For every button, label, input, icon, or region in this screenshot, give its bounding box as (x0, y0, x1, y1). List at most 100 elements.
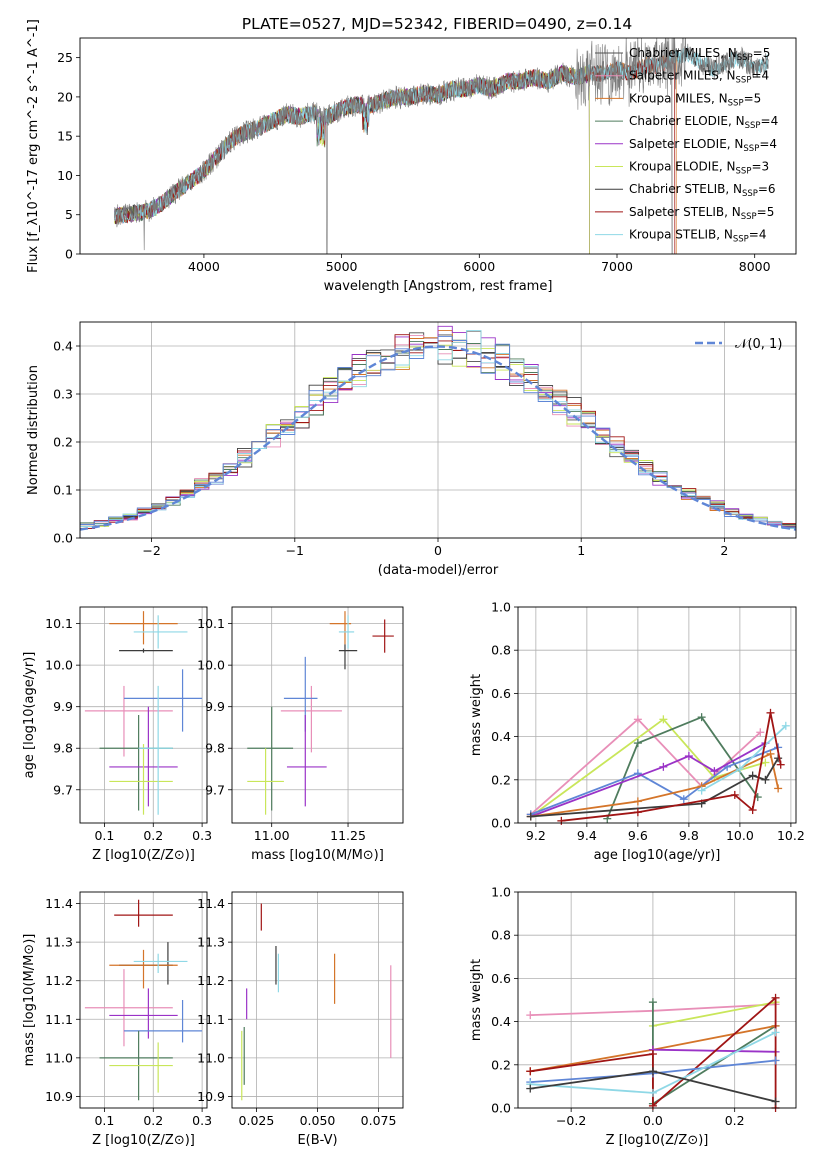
y-tick-label: 11.3 (45, 935, 73, 950)
y-tick-label: 9.9 (205, 699, 225, 714)
weight-series (526, 708, 790, 825)
legend-label: Kroupa MILES, NSSP=5 (629, 91, 761, 108)
y-tick-label: 10.9 (197, 1089, 225, 1104)
y-tick-label: 0.3 (53, 387, 73, 402)
legend-count: =5 (753, 46, 771, 60)
legend-text: Salpeter MILES, N (629, 69, 736, 83)
y-axis-label: Flux [f_λ10^-17 erg cm^-2 s^-1 A^-1] (26, 19, 41, 273)
legend-text: Chabrier STELIB, N (629, 182, 742, 196)
y-tick-label: 9.7 (53, 782, 73, 797)
y-tick-label: 0.4 (491, 729, 511, 744)
y-tick-label: 0.1 (53, 483, 73, 498)
y-tick-label: 0.0 (491, 1101, 511, 1116)
y-axis-label: Normed distribution (26, 365, 41, 495)
y-tick-label: 15 (57, 129, 73, 144)
axes-frame (79, 891, 208, 1109)
x-axis-label: Z [log10(Z/Z⊙)] (606, 1133, 709, 1148)
legend-label: 𝒩(0, 1) (735, 337, 782, 352)
residual-histograms (80, 325, 796, 538)
legend-label: Salpeter STELIB, NSSP=5 (629, 205, 774, 222)
y-tick-label: 9.7 (205, 782, 225, 797)
y-tick-label: 1.0 (491, 600, 511, 615)
y-axis-label: age [log10(age/yr)] (22, 652, 37, 779)
spectrum-model-line (114, 65, 590, 254)
legend-count: =3 (751, 160, 769, 174)
y-tick-label: 1.0 (491, 885, 511, 900)
y-tick-label: 25 (57, 50, 73, 65)
mass_age-panel: 11.00 11.25 9.7 9.8 9.9 10.0 10.1 mass [log10(M… (197, 606, 404, 863)
z_mass-panel: 0.1 0.2 0.3 10.9 11.0 11.1 11.2 11.3 11.4 Z [log1… (22, 891, 212, 1148)
z_age-panel: 0.1 0.2 0.3 9.7 9.8 9.9 10.0 10.1 Z [log10(Z/Z⊙)… (22, 606, 212, 863)
x-axis-label: Z [log10(Z/Z⊙)] (92, 848, 195, 863)
x-tick-label: 5000 (326, 259, 358, 274)
weight-line (652, 1001, 776, 1027)
x-tick-label: 0.1 (94, 1113, 114, 1128)
x-tick-label: 9.8 (679, 828, 699, 843)
z_weight-panel: −0.2 0.0 0.2 0.0 0.2 0.4 0.6 0.8 1.0 Z [log10(Z/Z… (469, 885, 797, 1148)
y-tick-label: 0.2 (491, 772, 511, 787)
x-tick-label: 0.3 (192, 1113, 212, 1128)
weight-series (526, 993, 780, 1112)
x-tick-label: 9.4 (577, 828, 597, 843)
axes-frame (79, 37, 797, 255)
y-tick-label: 11.2 (197, 973, 225, 988)
x-tick-label: 0.025 (239, 1113, 275, 1128)
x-tick-label: 11.00 (254, 828, 290, 843)
x-tick-label: −0.2 (556, 1113, 586, 1128)
normal-curve (80, 345, 796, 531)
y-tick-label: 0.2 (491, 1057, 511, 1072)
y-tick-label: 0.8 (491, 928, 511, 943)
y-tick-label: 0.4 (53, 339, 73, 354)
x-axis-label: age [log10(age/yr)] (594, 848, 721, 863)
y-tick-label: 0 (65, 247, 73, 262)
x-tick-label: 10.0 (726, 828, 754, 843)
legend-subscript: SSP (745, 121, 761, 131)
legend-subscript: SSP (733, 235, 749, 245)
ebv-panel: 0.025 0.050 0.075 10.9 11.0 11.1 11.2 11.3 11.4 E… (197, 891, 404, 1148)
errorbars (84, 899, 203, 1101)
residuals-panel: −2 −1 0 1 2 0.0 0.1 0.2 0.3 0.4 (data-model)/error… (26, 321, 797, 578)
y-tick-label: 10.1 (197, 616, 225, 631)
legend-subscript: SSP (741, 212, 757, 222)
x-axis-label: mass [log10(M/M⊙)] (251, 848, 384, 863)
x-tick-label: 0.2 (143, 1113, 163, 1128)
axes-frame (79, 321, 797, 539)
legend-count: =5 (744, 91, 762, 105)
legend-text: Chabrier MILES, N (629, 46, 737, 60)
y-tick-label: 5 (65, 207, 73, 222)
errorbars (84, 611, 203, 815)
x-tick-label: 0.1 (94, 828, 114, 843)
legend-count: =4 (751, 69, 769, 83)
y-tick-label: 10.1 (45, 616, 73, 631)
x-tick-label: 0.050 (300, 1113, 336, 1128)
y-tick-label: 0.0 (53, 531, 73, 546)
legend-text: Salpeter ELODIE, N (629, 137, 743, 151)
x-tick-label: 6000 (463, 259, 495, 274)
legend-text: Kroupa ELODIE, N (629, 160, 736, 174)
x-tick-label: 0.2 (725, 1113, 745, 1128)
legend-count: =6 (758, 182, 776, 196)
y-tick-label: 9.9 (53, 699, 73, 714)
x-tick-label: 8000 (739, 259, 771, 274)
legend-label: Chabrier MILES, NSSP=5 (629, 46, 770, 63)
axes-frame (231, 891, 404, 1109)
ebv-segments (241, 903, 392, 1101)
spectrum-panel: 4000 5000 6000 7000 8000 0 5 10 15 20 25 wavelength… (26, 19, 797, 294)
y-tick-label: 0.0 (491, 816, 511, 831)
y-tick-label: 11.2 (45, 973, 73, 988)
legend-subscript: SSP (743, 144, 759, 154)
legend-subscript: SSP (737, 53, 753, 63)
y-tick-label: 11.1 (45, 1012, 73, 1027)
legend-count: =4 (759, 137, 777, 151)
legend-text: Kroupa STELIB, N (629, 228, 733, 242)
y-tick-label: 11.0 (197, 1050, 225, 1065)
legend-label: Chabrier STELIB, NSSP=6 (629, 182, 776, 199)
x-tick-label: 0.075 (361, 1113, 397, 1128)
x-tick-label: 11.25 (330, 828, 366, 843)
x-tick-label: 4000 (188, 259, 220, 274)
legend-text: Salpeter STELIB, N (629, 205, 741, 219)
x-tick-label: 7000 (601, 259, 633, 274)
x-tick-label: 0 (434, 543, 442, 558)
y-tick-label: 0.6 (491, 971, 511, 986)
x-axis-label: Z [log10(Z/Z⊙)] (92, 1133, 195, 1148)
